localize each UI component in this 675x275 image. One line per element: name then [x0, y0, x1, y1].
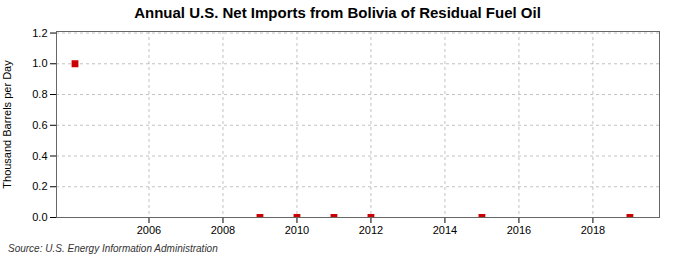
svg-text:2006: 2006 [137, 224, 161, 236]
svg-text:0.8: 0.8 [32, 88, 47, 100]
svg-text:2012: 2012 [359, 224, 383, 236]
svg-text:Thousand Barrels per Day: Thousand Barrels per Day [1, 60, 13, 189]
svg-text:2008: 2008 [211, 224, 235, 236]
html-text:Source: U.S. Energy Informatio: Source: U.S. Energy Information Administ… [8, 243, 218, 254]
svg-text:1.2: 1.2 [32, 27, 47, 39]
svg-text:1.0: 1.0 [32, 57, 47, 69]
svg-text:0.2: 0.2 [32, 180, 47, 192]
svg-text:2014: 2014 [433, 224, 457, 236]
svg-text:2010: 2010 [285, 224, 309, 236]
html-text:Annual U.S. Net Imports from B: Annual U.S. Net Imports from Bolivia of … [134, 4, 541, 21]
svg-text:2018: 2018 [581, 224, 605, 236]
svg-text:2016: 2016 [507, 224, 531, 236]
svg-text:0.0: 0.0 [32, 211, 47, 223]
svg-text:0.6: 0.6 [32, 119, 47, 131]
svg-text:0.4: 0.4 [32, 150, 47, 162]
